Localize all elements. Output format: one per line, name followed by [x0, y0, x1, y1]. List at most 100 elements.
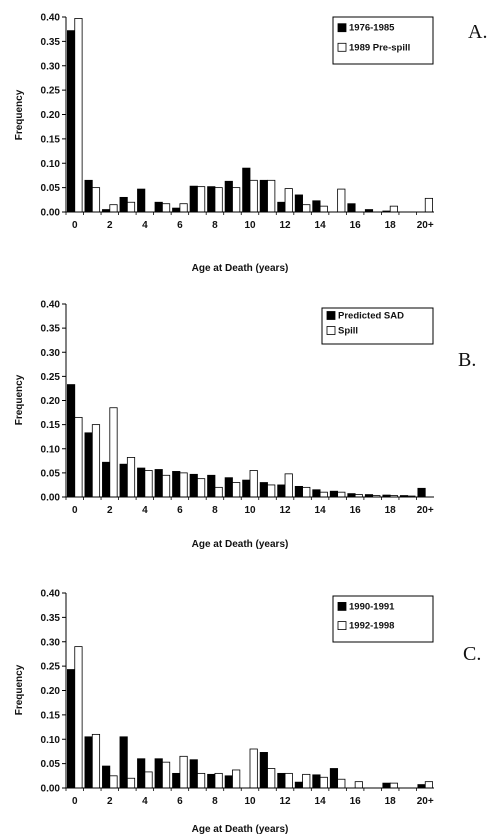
x-tick-label: 20+	[417, 220, 434, 231]
x-tick-label: 4	[142, 505, 148, 516]
y-tick-label: 0.20	[41, 396, 61, 407]
bar-1989-pre-spill-0	[74, 18, 83, 213]
bar-1989-pre-spill-14	[319, 205, 328, 213]
bar-predicted-sad-14	[312, 489, 321, 498]
bar-1990-1991-4	[137, 758, 146, 789]
bar-1990-1991-9	[224, 775, 233, 789]
bar-1990-1991-3	[119, 736, 128, 789]
bar-predicted-sad-3	[119, 463, 128, 498]
bar-1990-1991-20plus	[417, 784, 426, 789]
bar-1992-1998-5	[161, 761, 171, 789]
bar-spill-2	[109, 407, 118, 498]
bar-spill-1	[91, 424, 101, 498]
legend: Predicted SAD Spill	[321, 307, 434, 345]
bar-1992-1998-13	[302, 773, 311, 789]
y-tick-label: 0.30	[41, 348, 61, 359]
y-tick-label: 0.40	[41, 589, 61, 600]
legend-label: 1989 Pre-spill	[349, 42, 410, 53]
bar-1989-pre-spill-8	[214, 187, 223, 213]
legend-swatch	[326, 326, 336, 335]
bar-1990-1991-7	[189, 759, 198, 789]
chart-panel-3: 0.00 0.05 0.10 0.15 0.20 0.25 0.30 0.35 0.40 0 2 4 6…	[14, 589, 481, 836]
bar-1990-1991-0	[67, 669, 76, 789]
bar-predicted-sad-15	[329, 490, 339, 498]
bar-predicted-sad-10	[242, 479, 251, 498]
bar-1989-pre-spill-7	[197, 186, 206, 213]
bar-1976-1985-1	[84, 179, 93, 213]
legend-label: 1992-1998	[349, 621, 394, 632]
bar-predicted-sad-13	[294, 485, 303, 498]
bar-1992-1998-2	[109, 775, 118, 789]
bar-1989-pre-spill-9	[232, 187, 241, 213]
legend-swatch	[337, 42, 347, 52]
bar-1989-pre-spill-13	[302, 204, 311, 213]
x-tick-label: 6	[177, 220, 183, 231]
bar-1976-1985-13	[294, 194, 303, 213]
bar-1976-1985-10	[242, 167, 251, 213]
x-tick-label: 12	[279, 796, 291, 807]
y-tick-label: 0.10	[41, 444, 61, 455]
bar-1992-1998-0	[74, 646, 83, 789]
x-tick-label: 2	[107, 796, 113, 807]
bar-1990-1991-2	[102, 765, 111, 789]
bar-predicted-sad-4	[137, 467, 146, 498]
bar-1990-1991-6	[172, 772, 181, 789]
legend-swatch	[337, 602, 347, 611]
bar-1992-1998-10	[249, 748, 258, 789]
bar-1992-1998-18	[389, 782, 398, 789]
x-tick-label: 14	[315, 796, 327, 807]
bar-1976-1985-4	[137, 188, 146, 213]
x-tick-label: 4	[142, 796, 148, 807]
legend-swatch	[337, 23, 347, 33]
x-axis-label: Age at Death (years)	[192, 539, 289, 550]
bar-predicted-sad-9	[224, 477, 233, 498]
bar-1990-1991-11	[259, 752, 268, 789]
bar-1989-pre-spill-18	[389, 205, 398, 213]
bar-predicted-sad-16	[347, 493, 356, 498]
x-axis-label: Age at Death (years)	[192, 263, 289, 274]
bar-predicted-sad-0	[67, 384, 76, 498]
x-tick-label: 0	[72, 505, 78, 516]
x-tick-label: 20+	[417, 796, 434, 807]
bar-spill-0	[74, 416, 83, 498]
y-tick-label: 0.20	[41, 110, 61, 121]
bar-1992-1998-7	[197, 772, 206, 789]
bar-1992-1998-4	[144, 771, 153, 789]
y-tick-label: 0.30	[41, 637, 61, 648]
x-tick-label: 6	[177, 796, 183, 807]
x-tick-label: 12	[279, 220, 291, 231]
x-tick-label: 20+	[417, 505, 434, 516]
bar-1989-pre-spill-5	[161, 203, 171, 213]
bar-spill-5	[161, 474, 171, 498]
bar-1989-pre-spill-15	[337, 188, 346, 213]
bar-spill-13	[302, 486, 311, 498]
bar-predicted-sad-6	[172, 471, 181, 498]
legend-box	[332, 16, 434, 65]
legend: 1990-1991 1992-1998	[332, 595, 434, 643]
bar-spill-12	[284, 473, 293, 498]
legend-swatch	[337, 621, 347, 630]
bar-1992-1998-9	[232, 769, 241, 789]
legend-box	[332, 595, 434, 643]
panel-label: A.	[468, 21, 487, 43]
x-tick-label: 10	[244, 220, 256, 231]
y-tick-label: 0.05	[41, 759, 61, 770]
bar-predicted-sad-8	[207, 474, 216, 498]
bar-1976-1985-8	[207, 186, 216, 213]
legend-label: 1990-1991	[349, 601, 395, 612]
x-tick-label: 14	[315, 505, 327, 516]
y-tick-label: 0.00	[41, 208, 61, 219]
x-tick-label: 18	[385, 505, 397, 516]
x-tick-label: 10	[244, 505, 256, 516]
bar-predicted-sad-5	[154, 469, 163, 498]
y-tick-label: 0.35	[41, 324, 61, 335]
bar-predicted-sad-12	[277, 484, 286, 498]
x-tick-label: 18	[385, 220, 397, 231]
x-tick-label: 16	[350, 220, 362, 231]
chart-panel-2: 0.00 0.05 0.10 0.15 0.20 0.25 0.30 0.35 0.40 0 2 4 6…	[14, 300, 476, 551]
x-axis-label: Age at Death (years)	[192, 824, 289, 835]
bar-1992-1998-3	[126, 777, 136, 789]
bar-1989-pre-spill-1	[91, 187, 101, 213]
y-axis-label: Frequency	[14, 664, 25, 715]
bar-spill-7	[197, 478, 206, 498]
